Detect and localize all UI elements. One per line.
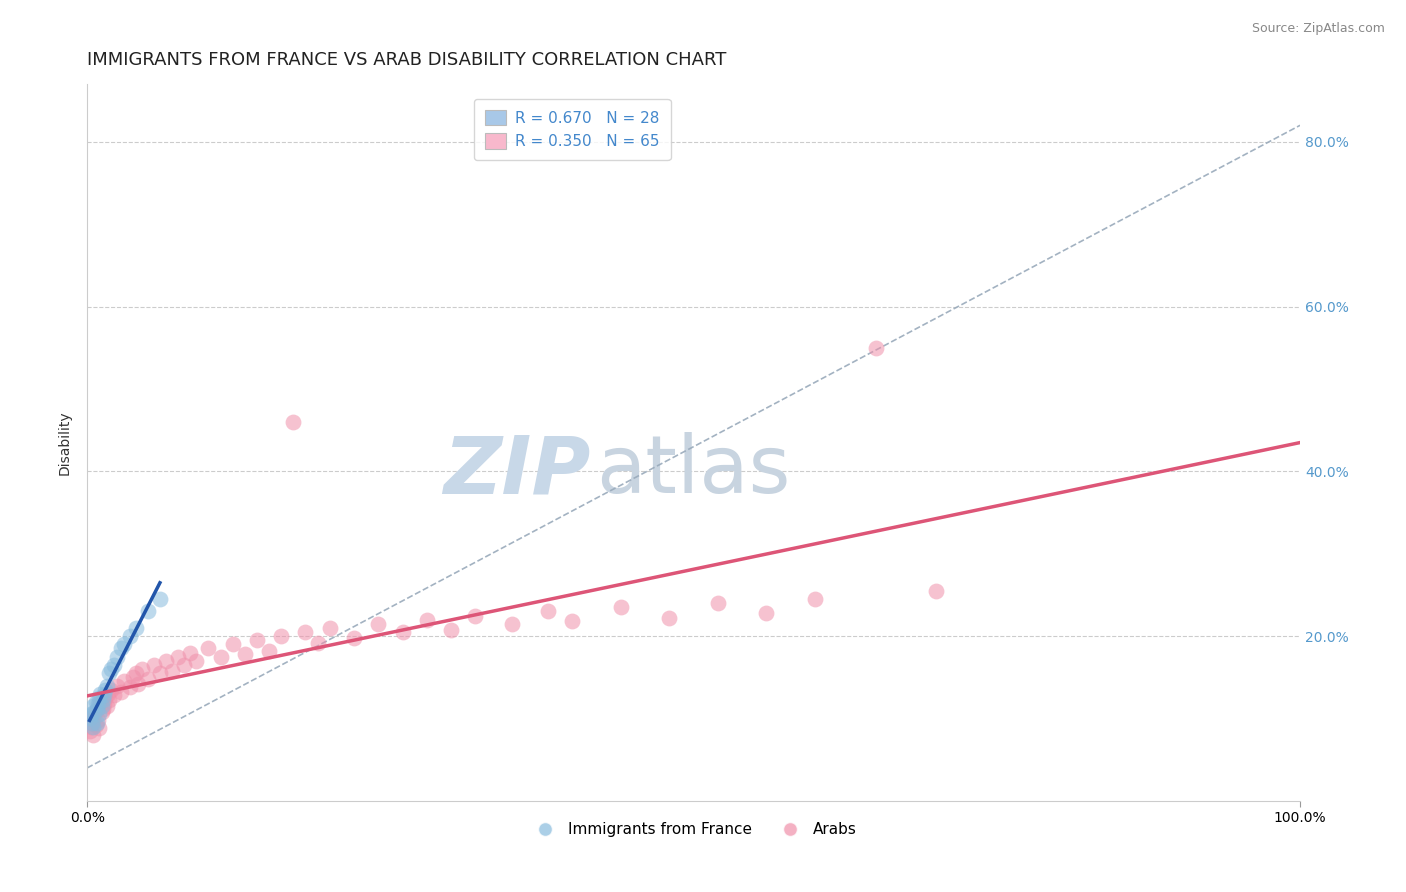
Point	[391, 625, 413, 640]
Point	[537, 604, 560, 618]
Point	[80, 715, 103, 730]
Point	[136, 672, 159, 686]
Point	[100, 662, 122, 676]
Point	[87, 713, 110, 727]
Point	[89, 699, 111, 714]
Point	[136, 604, 159, 618]
Point	[82, 711, 104, 725]
Point	[86, 701, 108, 715]
Point	[79, 711, 101, 725]
Point	[84, 695, 107, 709]
Text: IMMIGRANTS FROM FRANCE VS ARAB DISABILITY CORRELATION CHART: IMMIGRANTS FROM FRANCE VS ARAB DISABILIT…	[87, 51, 727, 69]
Point	[197, 641, 219, 656]
Point	[80, 707, 103, 722]
Point	[100, 682, 122, 697]
Point	[97, 687, 120, 701]
Point	[865, 341, 887, 355]
Point	[561, 615, 583, 629]
Point	[294, 625, 316, 640]
Point	[707, 596, 730, 610]
Point	[149, 666, 172, 681]
Legend: Immigrants from France, Arabs: Immigrants from France, Arabs	[524, 816, 863, 844]
Point	[222, 637, 245, 651]
Point	[103, 689, 125, 703]
Point	[107, 679, 129, 693]
Point	[925, 583, 948, 598]
Point	[464, 608, 486, 623]
Point	[155, 654, 177, 668]
Point	[91, 693, 114, 707]
Text: Source: ZipAtlas.com: Source: ZipAtlas.com	[1251, 22, 1385, 36]
Point	[416, 613, 439, 627]
Point	[90, 699, 112, 714]
Text: atlas: atlas	[596, 432, 792, 510]
Point	[127, 677, 149, 691]
Point	[440, 623, 463, 637]
Point	[804, 592, 827, 607]
Point	[94, 682, 117, 697]
Point	[658, 611, 681, 625]
Point	[91, 701, 114, 715]
Point	[103, 657, 125, 672]
Point	[89, 722, 111, 736]
Point	[80, 715, 103, 730]
Point	[93, 689, 115, 703]
Point	[755, 606, 778, 620]
Point	[82, 699, 104, 714]
Point	[89, 707, 111, 722]
Point	[186, 654, 208, 668]
Point	[98, 693, 121, 707]
Point	[82, 720, 104, 734]
Point	[257, 644, 280, 658]
Point	[89, 695, 111, 709]
Point	[83, 707, 105, 722]
Point	[343, 631, 366, 645]
Point	[122, 670, 145, 684]
Text: ZIP: ZIP	[443, 432, 591, 510]
Y-axis label: Disability: Disability	[58, 410, 72, 475]
Point	[94, 690, 117, 705]
Point	[86, 703, 108, 717]
Point	[98, 666, 121, 681]
Point	[149, 592, 172, 607]
Point	[82, 728, 104, 742]
Point	[173, 657, 195, 672]
Point	[124, 621, 146, 635]
Point	[167, 649, 190, 664]
Point	[160, 664, 183, 678]
Point	[179, 646, 201, 660]
Point	[87, 697, 110, 711]
Point	[89, 690, 111, 705]
Point	[367, 616, 389, 631]
Point	[112, 637, 135, 651]
Point	[246, 633, 269, 648]
Point	[283, 415, 305, 429]
Point	[319, 621, 342, 635]
Point	[270, 629, 292, 643]
Point	[93, 697, 115, 711]
Point	[209, 649, 232, 664]
Point	[307, 636, 329, 650]
Point	[89, 687, 111, 701]
Point	[90, 705, 112, 719]
Point	[118, 680, 141, 694]
Point	[118, 629, 141, 643]
Point	[124, 666, 146, 681]
Point	[112, 674, 135, 689]
Point	[83, 705, 105, 719]
Point	[610, 600, 633, 615]
Point	[233, 647, 256, 661]
Point	[131, 662, 153, 676]
Point	[110, 641, 132, 656]
Point	[107, 649, 129, 664]
Point	[80, 720, 103, 734]
Point	[86, 715, 108, 730]
Point	[79, 723, 101, 738]
Point	[110, 685, 132, 699]
Point	[142, 657, 165, 672]
Point	[84, 718, 107, 732]
Point	[96, 699, 118, 714]
Point	[501, 616, 523, 631]
Point	[96, 679, 118, 693]
